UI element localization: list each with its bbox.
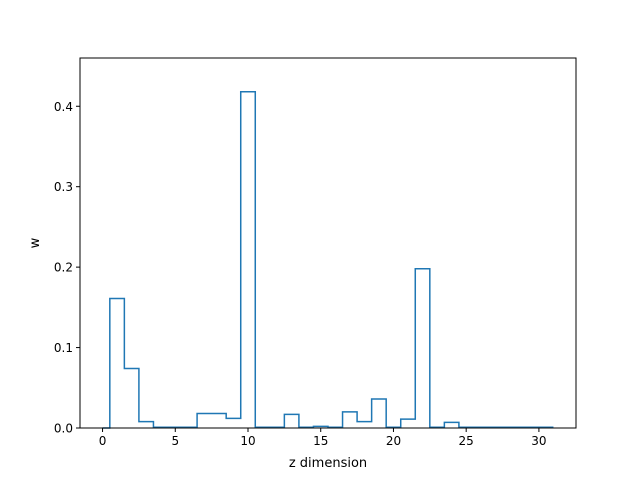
y-tick-label: 0.1 [54, 341, 73, 355]
x-tick-label: 0 [99, 434, 107, 448]
plot-layer [102, 91, 554, 429]
y-axis-label: w [28, 237, 43, 248]
tick-layer: 0 5 10 15 20 25 30 0.0 0.1 0.2 0.3 0.4 [54, 100, 547, 448]
y-tick-label: 0.2 [54, 261, 73, 275]
x-tick-label: 20 [386, 434, 401, 448]
y-tick-label: 0.3 [54, 180, 73, 194]
x-tick-label: 10 [240, 434, 255, 448]
y-tick-label: 0.4 [54, 100, 73, 114]
x-tick-label: 25 [459, 434, 474, 448]
y-tick-label: 0.0 [54, 422, 73, 436]
series-line-0 [102, 91, 554, 429]
axes-frame [79, 57, 577, 429]
x-tick-label: 30 [531, 434, 546, 448]
x-tick-label: 5 [171, 434, 179, 448]
x-axis-label: z dimension [289, 456, 367, 471]
x-tick-label: 15 [313, 434, 328, 448]
